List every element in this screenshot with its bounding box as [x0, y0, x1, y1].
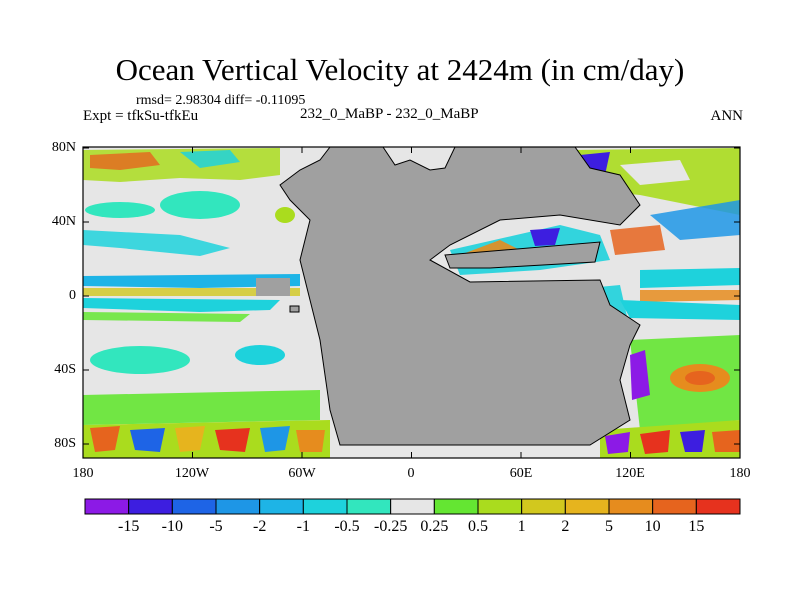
lon-label-120e: 120E: [615, 466, 645, 481]
colorbar: [84, 498, 741, 515]
colorbar-label: -0.25: [373, 518, 408, 535]
colorbar-label: -15: [117, 518, 140, 535]
colorbar-swatch: [652, 498, 697, 515]
lon-label-180e: 180: [729, 466, 751, 481]
colorbar-swatch: [521, 498, 566, 515]
colorbar-swatch: [390, 498, 435, 515]
lat-label-80s: 80S: [54, 436, 76, 451]
lon-label-120w: 120W: [174, 466, 210, 481]
colorbar-label: -5: [209, 518, 223, 535]
velocity-contours: [83, 148, 740, 458]
colorbar-swatch: [564, 498, 610, 515]
lon-label-60e: 60E: [509, 466, 533, 481]
rmsd-diff-stats: rmsd= 2.98304 diff= -0.11095: [136, 93, 306, 108]
lat-label-40s: 40S: [54, 362, 76, 377]
lat-label-80n: 80N: [51, 140, 76, 155]
case-label: 232_0_MaBP - 232_0_MaBP: [300, 106, 479, 122]
colorbar-label: -2: [252, 518, 267, 535]
colorbar-swatch: [477, 498, 523, 515]
colorbar-label: 5: [605, 518, 613, 535]
colorbar-label: 15: [688, 518, 705, 535]
map-title: Ocean Vertical Velocity at 2424m (in cm/…: [115, 52, 685, 87]
season-label: ANN: [710, 108, 744, 124]
lon-label-180w: 180: [72, 466, 94, 481]
colorbar-swatch: [215, 498, 261, 515]
colorbar-swatch: [84, 498, 130, 515]
colorbar-swatch: [433, 498, 479, 515]
axis-ticks: [82, 147, 741, 458]
colorbar-swatch: [259, 498, 304, 515]
colorbar-label: 0.5: [468, 518, 488, 535]
experiment-label: Expt = tfkSu-tfkEu: [83, 108, 199, 124]
colorbar-label: 0.25: [420, 518, 449, 535]
lon-label-0: 0: [407, 466, 415, 481]
colorbar-label: -10: [161, 518, 183, 535]
colorbar-swatch: [346, 498, 392, 515]
colorbar-label: 10: [644, 518, 661, 535]
colorbar-swatch: [302, 498, 348, 515]
colorbar-label: -0.5: [334, 518, 360, 535]
colorbar-swatch: [128, 498, 173, 515]
colorbar-label: 2: [561, 518, 570, 535]
colorbar-swatch: [608, 498, 654, 515]
lon-label-60w: 60W: [288, 466, 316, 481]
colorbar-label: -1: [296, 518, 310, 535]
land-masses: [256, 147, 641, 446]
lat-label-40n: 40N: [51, 214, 76, 229]
colorbar-swatch: [695, 498, 741, 515]
colorbar-swatch: [171, 498, 217, 515]
colorbar-label: 1: [517, 518, 526, 535]
lat-label-0: 0: [69, 288, 76, 303]
